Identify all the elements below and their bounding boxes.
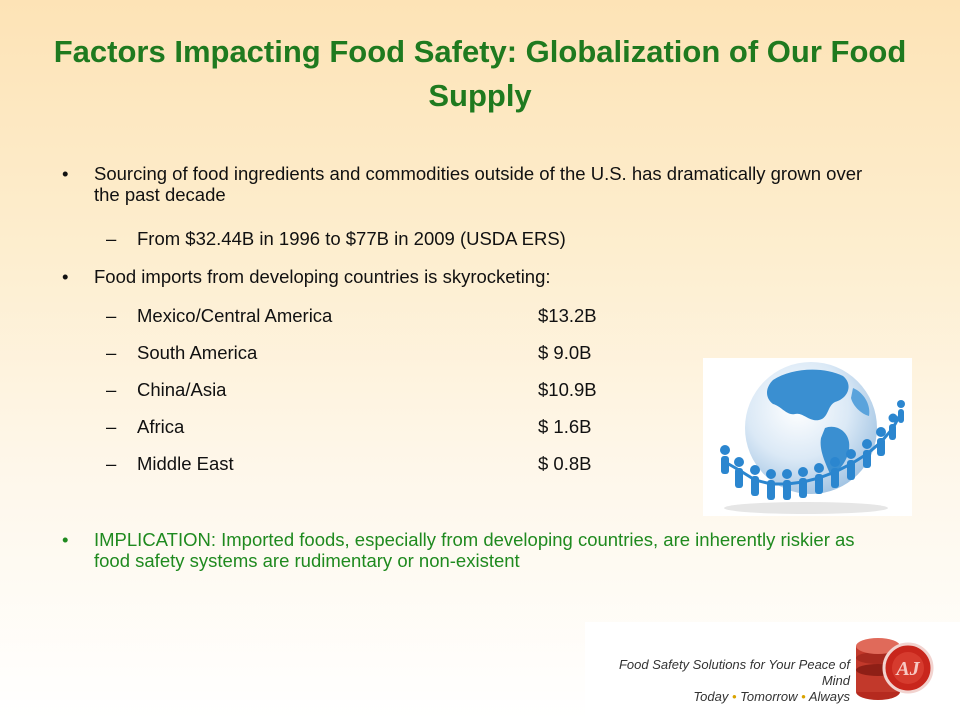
dash-marker: – — [106, 342, 117, 363]
bullet-text: Food imports from developing countries i… — [94, 266, 551, 287]
import-region: Middle East — [137, 453, 234, 474]
import-region: Mexico/Central America — [137, 305, 333, 326]
import-amount: $ 0.8B — [538, 453, 592, 474]
globe-people-icon — [720, 362, 905, 514]
bullet-marker: • — [62, 529, 69, 550]
import-region: China/Asia — [137, 379, 227, 400]
tagline-separator: • — [731, 689, 737, 704]
tagline-line2: Today • Tomorrow • Always — [600, 689, 850, 705]
logo-monogram: AJ — [894, 658, 920, 680]
import-row: – China/Asia $10.9B — [62, 379, 892, 400]
tagline-line1: Food Safety Solutions for Your Peace of … — [618, 657, 850, 688]
dash-marker: – — [106, 416, 117, 437]
import-row: – Middle East $ 0.8B — [62, 453, 892, 474]
bullet-text: IMPLICATION: Imported foods, especially … — [94, 529, 855, 571]
footer-tagline: Food Safety Solutions for Your Peace of … — [600, 657, 850, 705]
slide-title: Factors Impacting Food Safety: Globaliza… — [53, 34, 907, 113]
import-row: – Mexico/Central America $13.2B — [62, 305, 892, 326]
dash-marker: – — [106, 453, 117, 474]
globe-people-image — [703, 358, 912, 516]
bullet-text: Sourcing of food ingredients and commodi… — [94, 163, 863, 205]
bullet-imports: • Food imports from developing countries… — [62, 266, 892, 287]
sub-bullet-growth: – From $32.44B in 1996 to $77B in 2009 (… — [62, 228, 892, 249]
dash-marker: – — [106, 228, 117, 249]
company-logo: AJ — [856, 638, 934, 700]
tagline-tomorrow: Tomorrow — [740, 689, 798, 704]
bullet-marker: • — [62, 163, 69, 184]
import-row: – Africa $ 1.6B — [62, 416, 892, 437]
bullet-marker: • — [62, 266, 69, 287]
bullet-implication: • IMPLICATION: Imported foods, especiall… — [62, 529, 892, 571]
slide-content: • Sourcing of food ingredients and commo… — [62, 163, 892, 571]
import-amount: $ 1.6B — [538, 416, 592, 437]
import-amount: $13.2B — [538, 305, 597, 326]
sub-bullet-text: From $32.44B in 1996 to $77B in 2009 (US… — [137, 228, 566, 249]
import-amount: $ 9.0B — [538, 342, 592, 363]
tagline-separator: • — [801, 689, 806, 704]
dash-marker: – — [106, 379, 117, 400]
tagline-today: Today — [693, 689, 729, 704]
import-row: – South America $ 9.0B — [62, 342, 892, 363]
tagline-always: Always — [808, 689, 850, 704]
dash-marker: – — [106, 305, 117, 326]
import-amount: $10.9B — [538, 379, 597, 400]
bullet-sourcing: • Sourcing of food ingredients and commo… — [62, 163, 892, 205]
import-region: Africa — [137, 416, 185, 437]
import-region: South America — [137, 342, 258, 363]
